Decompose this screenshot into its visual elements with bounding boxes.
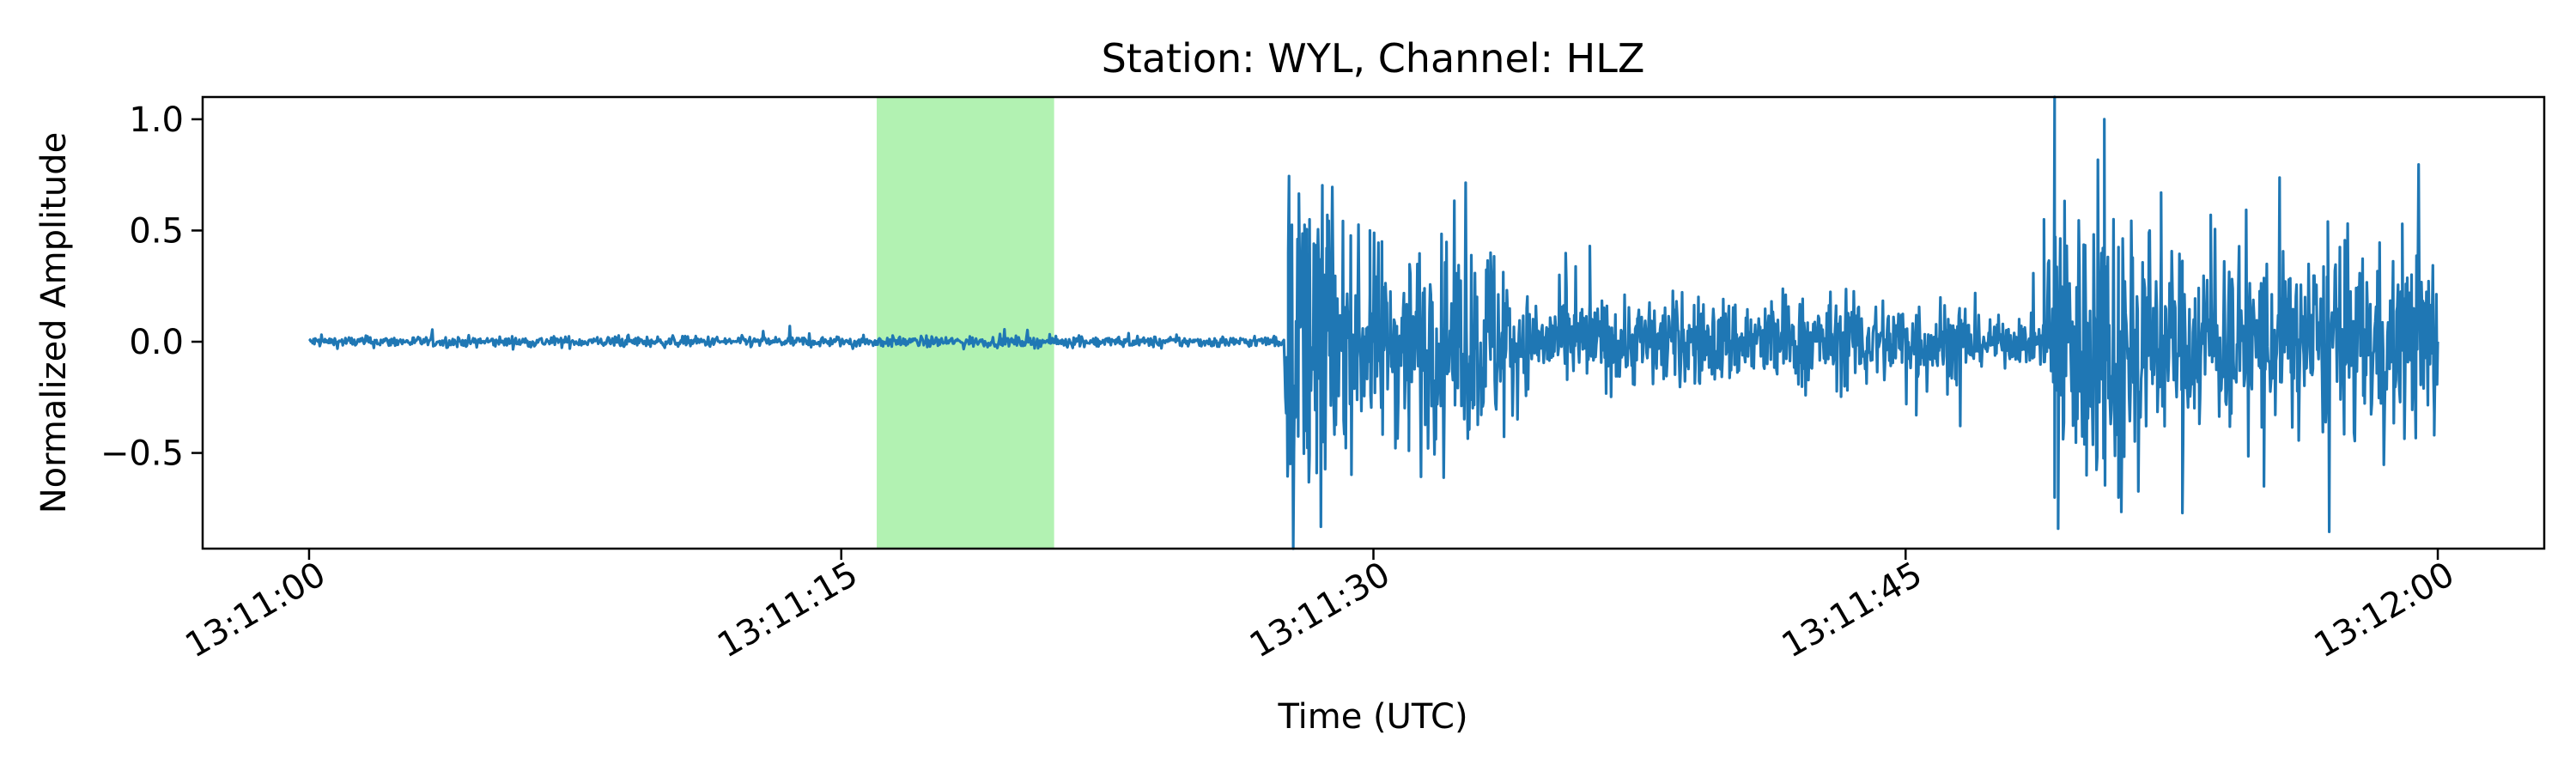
y-tick-label: −0.5 [100, 434, 184, 474]
chart-title: Station: WYL, Channel: HLZ [1102, 35, 1645, 82]
y-tick-label: 1.0 [129, 100, 184, 140]
x-axis-label: Time (UTC) [1277, 697, 1467, 737]
y-tick-label: 0.5 [129, 211, 184, 251]
highlight-window [877, 97, 1054, 549]
y-tick-label: 0.0 [129, 323, 184, 362]
y-axis-label: Normalized Amplitude [34, 132, 74, 514]
